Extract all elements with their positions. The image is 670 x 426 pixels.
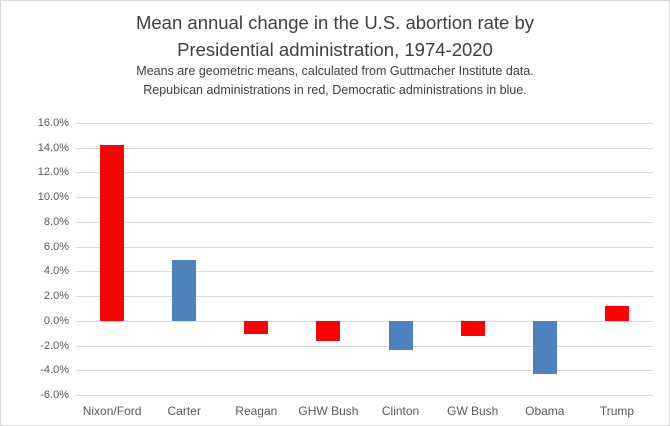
gridline-10.0pct [76,197,653,199]
bar-trump [604,305,629,321]
y-axis-tick-label: 10.0% [37,191,69,204]
gridline-12.0pct [76,172,653,174]
y-axis-tick-label: 8.0% [43,215,69,228]
gridline-14.0pct [76,147,653,149]
x-axis-label-ghw-bush: GHW Bush [298,404,359,418]
gridline-16.0pct [76,123,653,124]
gridline--2.0pct [76,345,653,347]
gridline-6.0pct [76,246,653,248]
bar-reagan [244,320,269,335]
y-axis-tick-label: 2.0% [43,290,69,303]
y-axis-tick-label: -4.0% [40,364,69,377]
bar-clinton [388,320,413,351]
y-axis-tick-label: 16.0% [37,117,69,129]
gridline-4.0pct [76,271,653,273]
y-axis-tick-label: 12.0% [37,166,69,179]
gridline--6.0pct [76,395,653,396]
bar-ghw-bush [316,320,341,341]
y-axis-tick-label: 0.0% [43,314,69,327]
x-axis-label-carter: Carter [167,404,201,418]
x-axis-label-nixon-ford: Nixon/Ford [82,404,142,418]
y-axis-tick-label: -6.0% [40,389,69,401]
chart-subtitle-line2: Repubican administrations in red, Democr… [143,83,527,97]
bar-carter [172,260,197,321]
y-axis-tick-label: 6.0% [43,240,69,253]
bar-gw-bush [460,320,485,336]
chart-title-line1: Mean annual change in the U.S. abortion … [135,12,534,33]
gridline-0.0pct [76,320,653,322]
bar-nixon-ford [100,145,125,321]
x-axis-label-clinton: Clinton [381,404,420,418]
x-axis-label-reagan: Reagan [235,404,278,418]
x-axis-label-gw-bush: GW Bush [447,404,499,418]
chart-title-line2: Presidential administration, 1974-2020 [177,39,493,60]
y-axis-tick-label: 14.0% [37,141,69,154]
gridline-8.0pct [76,221,653,223]
y-axis-tick-label: -2.0% [40,339,69,352]
gridline--4.0pct [76,370,653,372]
chart-subtitle-line1: Means are geometric means, calculated fr… [136,64,534,78]
x-axis-label-obama: Obama [525,404,565,418]
chart-subtitle: Means are geometric means, calculated fr… [1,62,669,100]
chart-title: Mean annual change in the U.S. abortion … [1,9,669,63]
x-axis-label-trump: Trump [599,404,635,418]
bar-obama [532,320,557,374]
gridline-2.0pct [76,296,653,298]
y-axis-tick-label: 4.0% [43,265,69,278]
